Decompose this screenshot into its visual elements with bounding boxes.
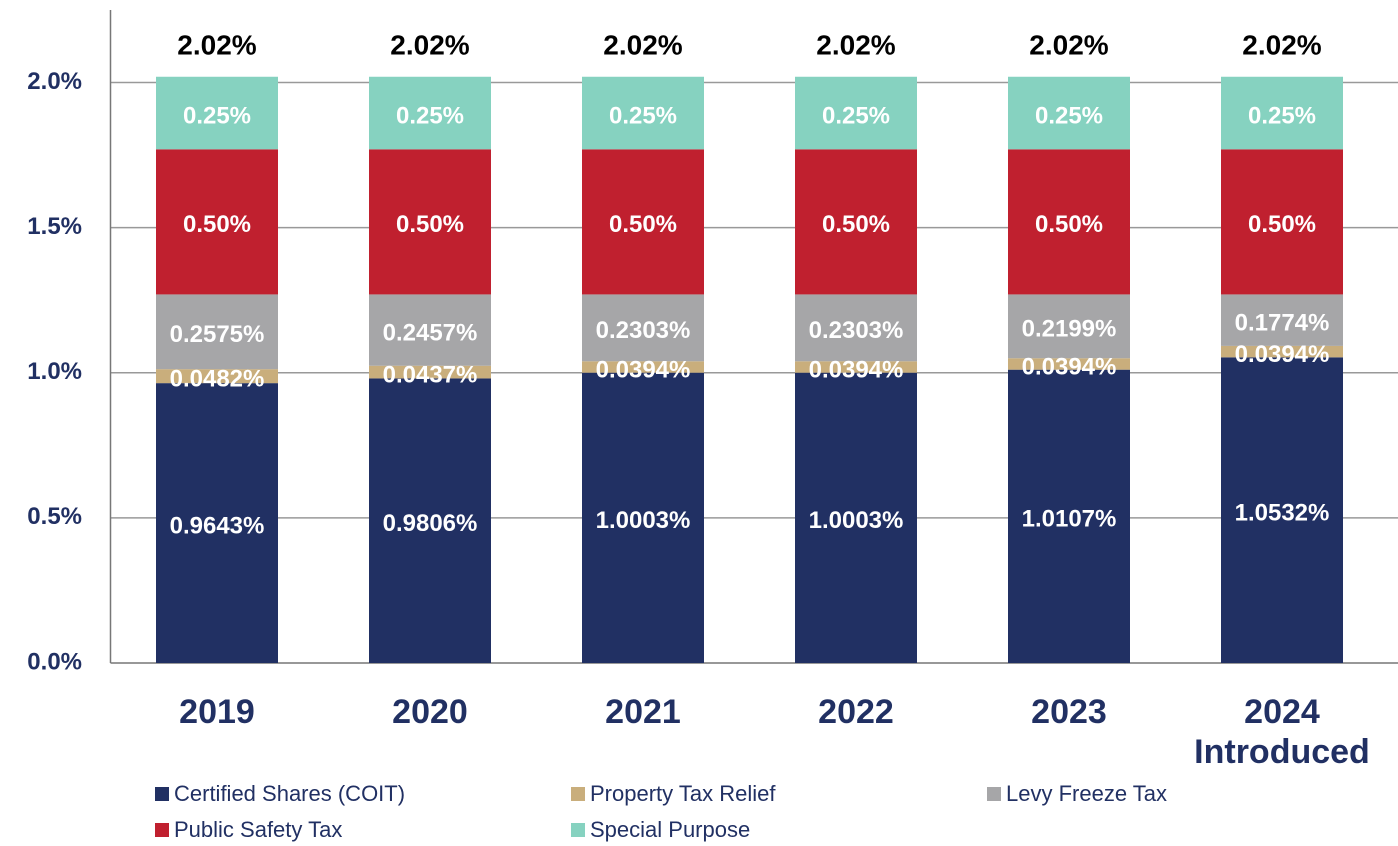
bar-segment xyxy=(795,149,917,295)
value-label: 0.0437% xyxy=(383,361,478,388)
legend-swatch xyxy=(571,787,585,801)
legend-label: Public Safety Tax xyxy=(174,817,342,842)
bar-segment xyxy=(795,361,917,373)
bar-segment xyxy=(1008,358,1130,370)
value-label: 0.2303% xyxy=(596,317,691,344)
value-label: 0.0394% xyxy=(809,356,904,383)
y-tick-label: 0.0% xyxy=(27,648,82,675)
x-tick-label: 2022 xyxy=(818,693,894,731)
bar-segment xyxy=(795,294,917,362)
total-label: 2.02% xyxy=(1242,29,1321,60)
value-label: 0.25% xyxy=(1035,102,1103,129)
total-label: 2.02% xyxy=(177,29,256,60)
bar-segment xyxy=(582,294,704,362)
value-label: 0.0394% xyxy=(1022,353,1117,380)
value-label: 1.0003% xyxy=(809,507,904,534)
bar-segment xyxy=(795,76,917,150)
bar-segment xyxy=(369,294,491,366)
value-label: 0.2199% xyxy=(1022,316,1117,343)
value-label: 0.50% xyxy=(1248,211,1316,238)
bar-segment xyxy=(582,76,704,150)
value-label: 0.2457% xyxy=(383,319,478,346)
bar-segment xyxy=(156,149,278,295)
y-tick-label: 1.5% xyxy=(27,213,82,240)
value-label: 0.25% xyxy=(822,102,890,129)
value-label: 0.25% xyxy=(396,102,464,129)
value-label: 0.2303% xyxy=(809,317,904,344)
value-label: 1.0003% xyxy=(596,507,691,534)
value-label: 0.0394% xyxy=(596,356,691,383)
value-label: 0.25% xyxy=(183,102,251,129)
bar-segment xyxy=(369,378,491,663)
legend-label: Property Tax Relief xyxy=(590,781,776,806)
x-tick-label: 2021 xyxy=(605,693,681,731)
value-label: 0.25% xyxy=(609,102,677,129)
legend-swatch xyxy=(571,823,585,837)
value-label: 0.50% xyxy=(183,211,251,238)
x-tick-label: 2023 xyxy=(1031,693,1107,731)
x-tick-label: 2024 Introduced xyxy=(1194,693,1370,771)
bar-segment xyxy=(156,76,278,150)
bar-segment xyxy=(1008,149,1130,295)
bar-segment xyxy=(156,369,278,384)
y-tick-label: 2.0% xyxy=(27,68,82,95)
value-label: 0.0394% xyxy=(1235,341,1330,368)
bar-segment xyxy=(1221,149,1343,295)
bar-segment xyxy=(156,294,278,370)
value-label: 0.50% xyxy=(1035,211,1103,238)
y-tick-label: 0.5% xyxy=(27,503,82,530)
value-label: 1.0532% xyxy=(1235,500,1330,527)
legend-label: Special Purpose xyxy=(590,817,750,842)
bar-segment xyxy=(1008,369,1130,663)
value-label: 0.9806% xyxy=(383,510,478,537)
x-tick-label: 2020 xyxy=(392,693,468,731)
bar-segment xyxy=(369,149,491,295)
value-label: 0.25% xyxy=(1248,102,1316,129)
total-label: 2.02% xyxy=(816,29,895,60)
value-label: 0.50% xyxy=(822,211,890,238)
value-label: 0.2575% xyxy=(170,321,265,348)
total-label: 2.02% xyxy=(1029,29,1108,60)
x-tick-label: 2019 xyxy=(179,693,255,731)
bar-segment xyxy=(1008,294,1130,359)
total-label: 2.02% xyxy=(390,29,469,60)
bar-segment xyxy=(369,365,491,379)
value-label: 1.0107% xyxy=(1022,506,1117,533)
bar-segment xyxy=(369,76,491,150)
y-tick-label: 1.0% xyxy=(27,358,82,385)
legend-label: Certified Shares (COIT) xyxy=(174,781,405,806)
value-label: 0.9643% xyxy=(170,512,265,539)
value-label: 0.1774% xyxy=(1235,310,1330,337)
value-label: 0.50% xyxy=(396,211,464,238)
value-label: 0.0482% xyxy=(170,365,265,392)
value-label: 0.50% xyxy=(609,211,677,238)
bar-segment xyxy=(1221,345,1343,358)
bar-segment xyxy=(1008,76,1130,150)
bar-segment xyxy=(1221,76,1343,150)
legend-label: Levy Freeze Tax xyxy=(1006,781,1167,806)
bar-segment xyxy=(582,149,704,295)
bar-segment xyxy=(156,383,278,663)
bar-segment xyxy=(795,372,917,663)
bar-segment xyxy=(1221,357,1343,663)
legend-swatch xyxy=(987,787,1001,801)
bar-segment xyxy=(582,361,704,373)
bar-segment xyxy=(582,372,704,663)
bar-segment xyxy=(1221,294,1343,346)
total-label: 2.02% xyxy=(603,29,682,60)
legend-swatch xyxy=(155,823,169,837)
legend-swatch xyxy=(155,787,169,801)
